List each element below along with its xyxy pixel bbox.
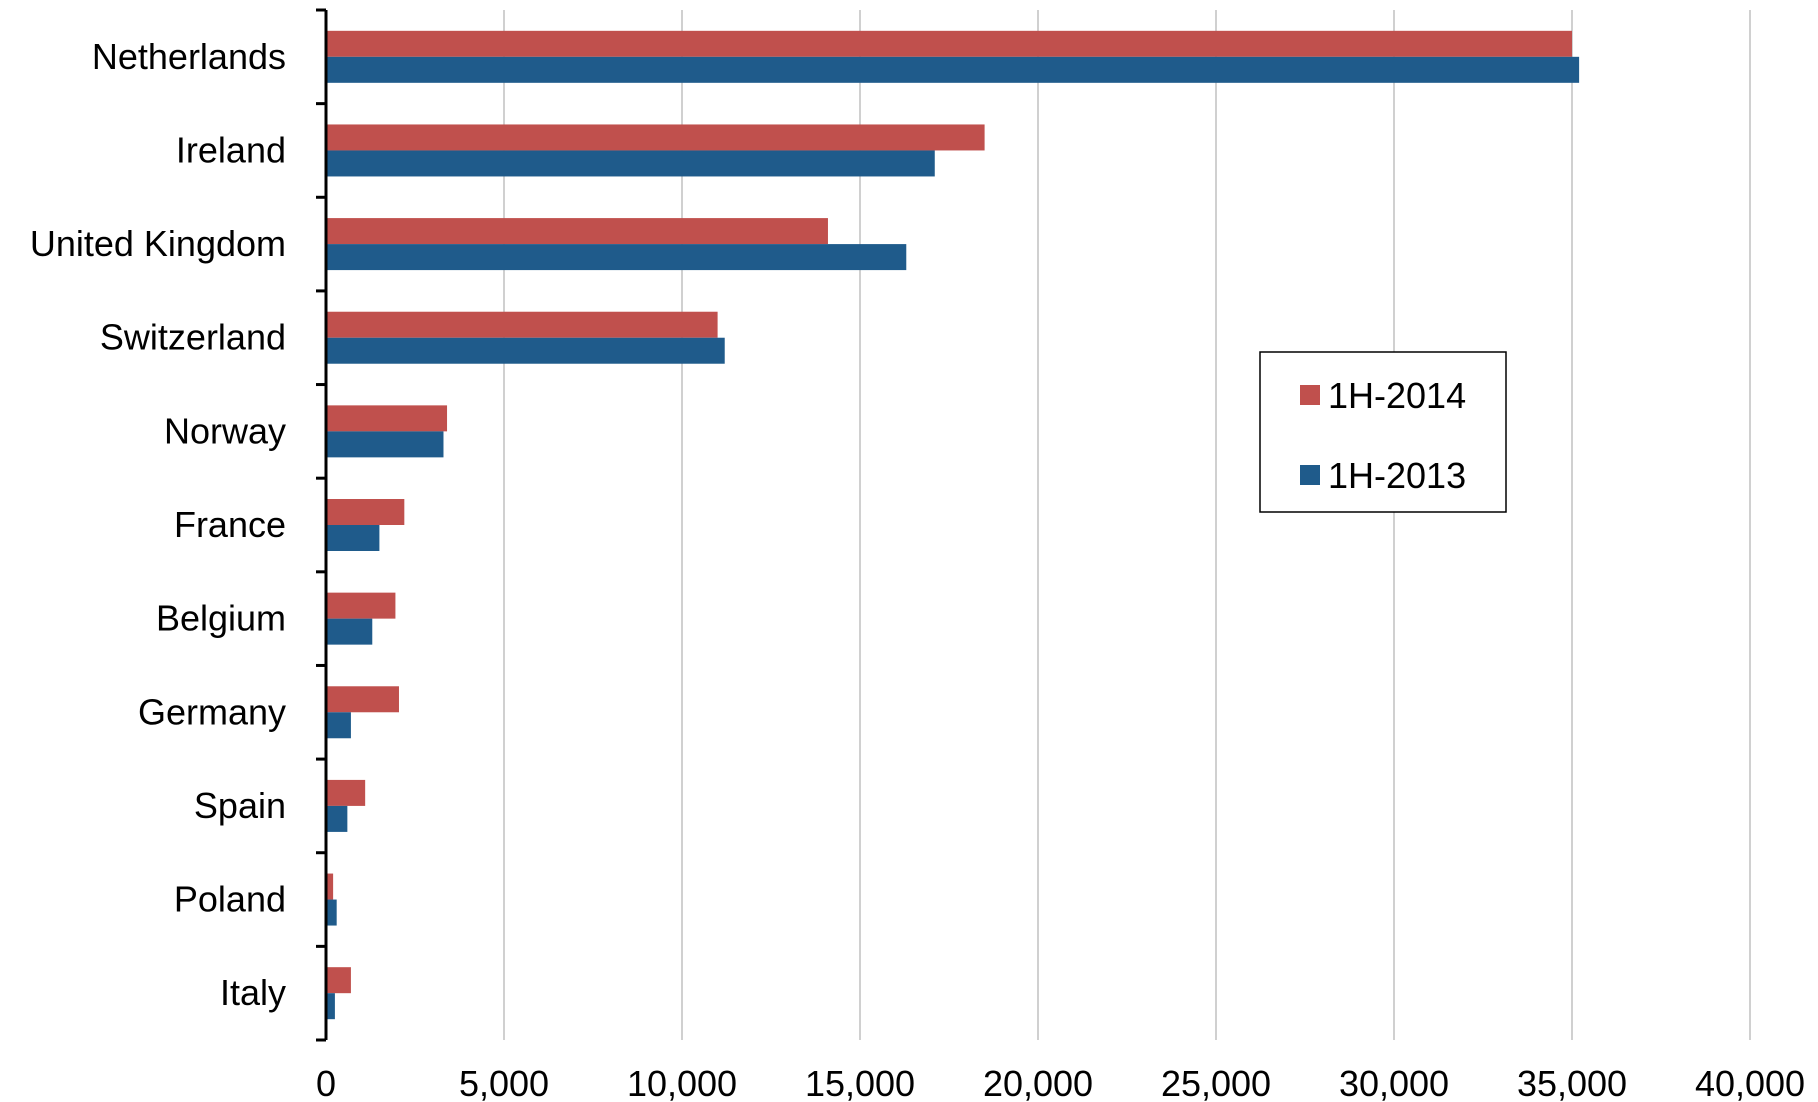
x-tick-label: 30,000 [1339, 1063, 1449, 1102]
bar-1h-2013-spain [326, 805, 348, 832]
bars [326, 30, 1580, 1020]
category-label: Italy [220, 972, 286, 1013]
x-tick-labels: 0 5,000 10,000 15,000 20,000 25,000 30,000 35,0… [316, 1063, 1805, 1102]
bar-1h-2014-united-kingdom [326, 218, 828, 245]
legend-swatch-1h-2013 [1300, 465, 1320, 485]
bar-1h-2013-netherlands [326, 56, 1580, 83]
bar-1h-2013-belgium [326, 618, 373, 645]
category-label: Poland [174, 879, 286, 920]
bar-1h-2014-ireland [326, 124, 985, 151]
category-label: Norway [164, 410, 286, 451]
bar-1h-2013-poland [326, 899, 337, 926]
x-tick-label: 35,000 [1517, 1063, 1627, 1102]
bar-1h-2014-italy [326, 967, 351, 994]
bar-1h-2013-switzerland [326, 337, 725, 364]
bar-1h-2014-poland [326, 873, 334, 900]
category-label: Spain [194, 785, 286, 826]
bar-1h-2014-france [326, 499, 405, 525]
bar-1h-2014-belgium [326, 592, 396, 619]
bar-1h-2014-spain [326, 779, 366, 806]
x-tick-label: 15,000 [805, 1063, 915, 1102]
bar-1h-2013-norway [326, 431, 444, 458]
category-label: Switzerland [100, 317, 286, 358]
legend-swatch-1h-2014 [1300, 385, 1320, 405]
y-axis [316, 8, 328, 1042]
legend: 1H-2014 1H-2013 [1259, 351, 1507, 513]
bar-1h-2013-france [326, 525, 380, 551]
legend-label: 1H-2014 [1328, 375, 1466, 416]
bar-1h-2014-switzerland [326, 311, 718, 338]
x-tick-label: 10,000 [627, 1063, 737, 1102]
x-tick-label: 0 [316, 1063, 336, 1102]
x-tick-label: 20,000 [983, 1063, 1093, 1102]
bar-1h-2013-germany [326, 712, 351, 739]
category-label: Netherlands [92, 36, 286, 77]
legend-box [1259, 351, 1507, 513]
bar-1h-2013-italy [326, 993, 335, 1020]
bar-1h-2013-ireland [326, 150, 935, 177]
category-label: Germany [138, 691, 286, 732]
bar-1h-2014-norway [326, 405, 448, 432]
category-label: France [174, 504, 286, 545]
x-tick-label: 25,000 [1161, 1063, 1271, 1102]
category-labels: Netherlands Ireland United Kingdom Switzerl… [30, 36, 286, 1013]
bar-1h-2014-germany [326, 686, 399, 713]
bar-1h-2013-united-kingdom [326, 244, 907, 271]
bar-1h-2014-netherlands [326, 30, 1572, 57]
category-label: Belgium [156, 598, 286, 639]
x-tick-label: 40,000 [1695, 1063, 1805, 1102]
category-label: Ireland [176, 129, 286, 170]
legend-label: 1H-2013 [1328, 455, 1466, 496]
gridlines [503, 10, 1751, 1040]
category-label: United Kingdom [30, 223, 286, 264]
x-tick-label: 5,000 [459, 1063, 549, 1102]
